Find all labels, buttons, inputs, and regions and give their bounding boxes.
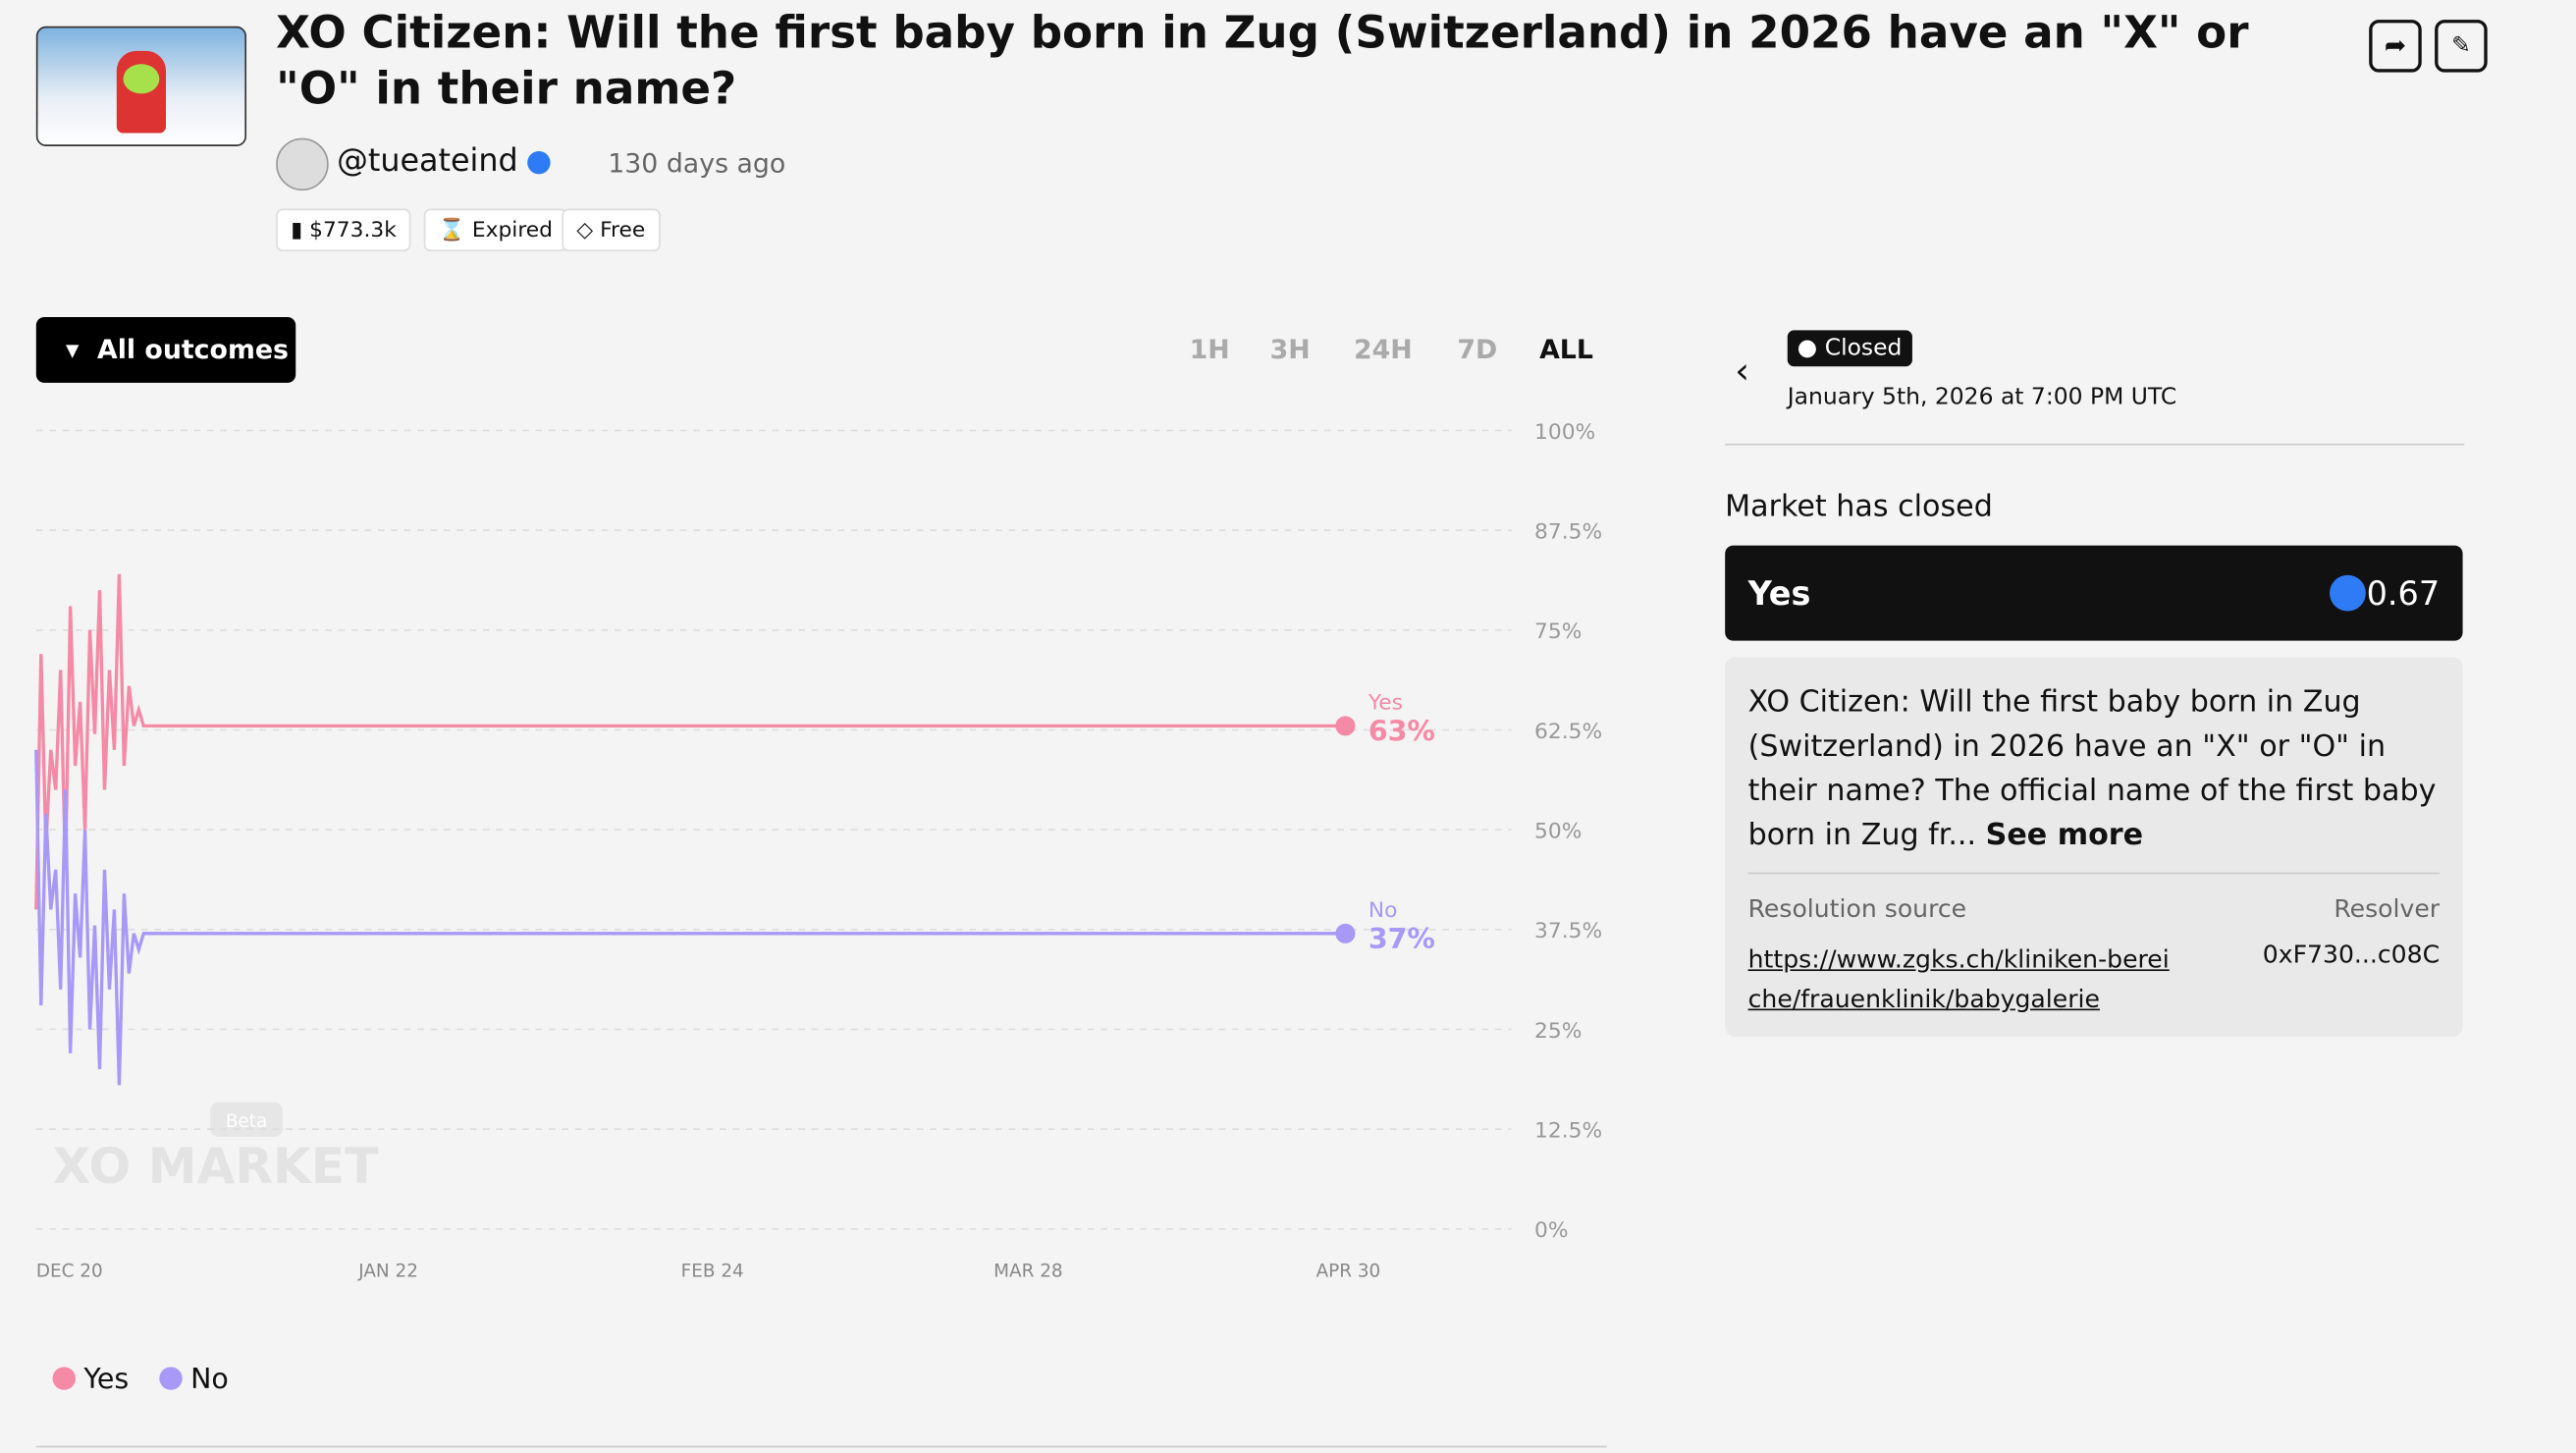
end-point: [1335, 716, 1356, 736]
usdc-icon: [2330, 574, 2366, 612]
description-text: XO Citizen: Will the first baby born in …: [1747, 684, 2437, 853]
fee-chip: ◇ Free: [562, 208, 661, 252]
divider: [1747, 872, 2441, 875]
age: 130 days ago: [608, 147, 786, 180]
legend-label: Yes: [82, 1363, 129, 1395]
value-label: 63%: [1368, 715, 1435, 747]
divider: [35, 1445, 1607, 1448]
y-tick-label: 12.5%: [1534, 1118, 1602, 1143]
y-tick-label: 87.5%: [1534, 519, 1602, 544]
y-tick-label: 37.5%: [1534, 919, 1602, 943]
outcome-price: 0.67: [2366, 573, 2441, 614]
legend-swatch: [159, 1367, 183, 1390]
outcome-card: Yes 0.67: [1725, 545, 2463, 641]
market-title: XO Citizen: Will the first baby born in …: [276, 8, 2249, 116]
timeframe[interactable]: 3H: [1269, 333, 1311, 365]
see-more[interactable]: See more: [1985, 818, 2144, 853]
chart: XO MARKET Beta 0% 12.5% 25% 37.5% 50% 62.5% 75% 8…: [34, 420, 1602, 1395]
share-button[interactable]: ➦: [2369, 20, 2422, 73]
resolution-label: Resolution source: [1747, 893, 1967, 924]
legend-swatch: [52, 1367, 76, 1390]
series-end-name: No: [1368, 898, 1398, 923]
timeframe[interactable]: 7D: [1457, 333, 1498, 365]
username[interactable]: @tueateind: [337, 142, 518, 180]
avatar: [276, 137, 329, 191]
series-end-name: Yes: [1368, 691, 1403, 716]
verified-icon: [527, 150, 551, 175]
y-tick-label: 75%: [1534, 619, 1582, 644]
resolver: 0xF730...c08C: [2262, 940, 2441, 970]
y-tick-label: 62.5%: [1534, 720, 1602, 744]
timeframe[interactable]: 1H: [1189, 333, 1230, 365]
pin-button[interactable]: ✎: [2435, 20, 2488, 73]
outcome-name: Yes: [1747, 573, 1811, 614]
status-chip: ⌛ Expired: [423, 208, 568, 252]
x-tick-label: FEB 24: [681, 1261, 744, 1281]
divider: [1725, 443, 2465, 446]
outcome-filter[interactable]: ▾ All outcomes: [35, 316, 296, 383]
x-tick-label: MAR 28: [993, 1261, 1062, 1281]
status-text: Closed: [1824, 335, 1903, 362]
timeframe[interactable]: ALL: [1539, 333, 1593, 365]
close-date: January 5th, 2026 at 7:00 PM UTC: [1787, 384, 2177, 411]
volume: $773.3k: [309, 218, 397, 243]
closed-heading: Market has closed: [1725, 489, 1993, 524]
fee: Free: [600, 218, 646, 243]
watermark: XO MARKET: [53, 1137, 379, 1195]
filter-label: All outcomes: [97, 333, 289, 365]
resolution-link[interactable]: https://www.zgks.ch/kliniken-bereiche/fr…: [1747, 944, 2170, 1014]
description: XO Citizen: Will the first baby born in …: [1748, 680, 2439, 858]
market-image: [35, 26, 247, 146]
resolver-label: Resolver: [2334, 893, 2441, 924]
badge: Beta: [226, 1111, 267, 1132]
x-tick-label: APR 30: [1316, 1261, 1381, 1281]
x-tick-label: DEC 20: [36, 1261, 103, 1281]
volume-chip: ▮ $773.3k: [276, 208, 411, 252]
x-tick-label: JAN 22: [357, 1261, 418, 1281]
y-tick-label: 100%: [1534, 420, 1595, 445]
status-badge: ● Closed: [1787, 330, 1912, 367]
y-tick-label: 0%: [1534, 1218, 1569, 1243]
end-point: [1335, 923, 1356, 943]
details-card: XO Citizen: Will the first baby born in …: [1725, 657, 2463, 1037]
y-tick-label: 25%: [1534, 1019, 1582, 1044]
series-line: [34, 749, 1346, 1086]
status: Expired: [471, 218, 554, 243]
y-tick-label: 50%: [1534, 819, 1582, 843]
value-label: 37%: [1368, 923, 1435, 955]
legend-label: No: [190, 1363, 229, 1395]
series-line: [34, 573, 1346, 910]
timeframe[interactable]: 24H: [1353, 333, 1413, 365]
back-button[interactable]: ‹: [1735, 351, 1749, 393]
